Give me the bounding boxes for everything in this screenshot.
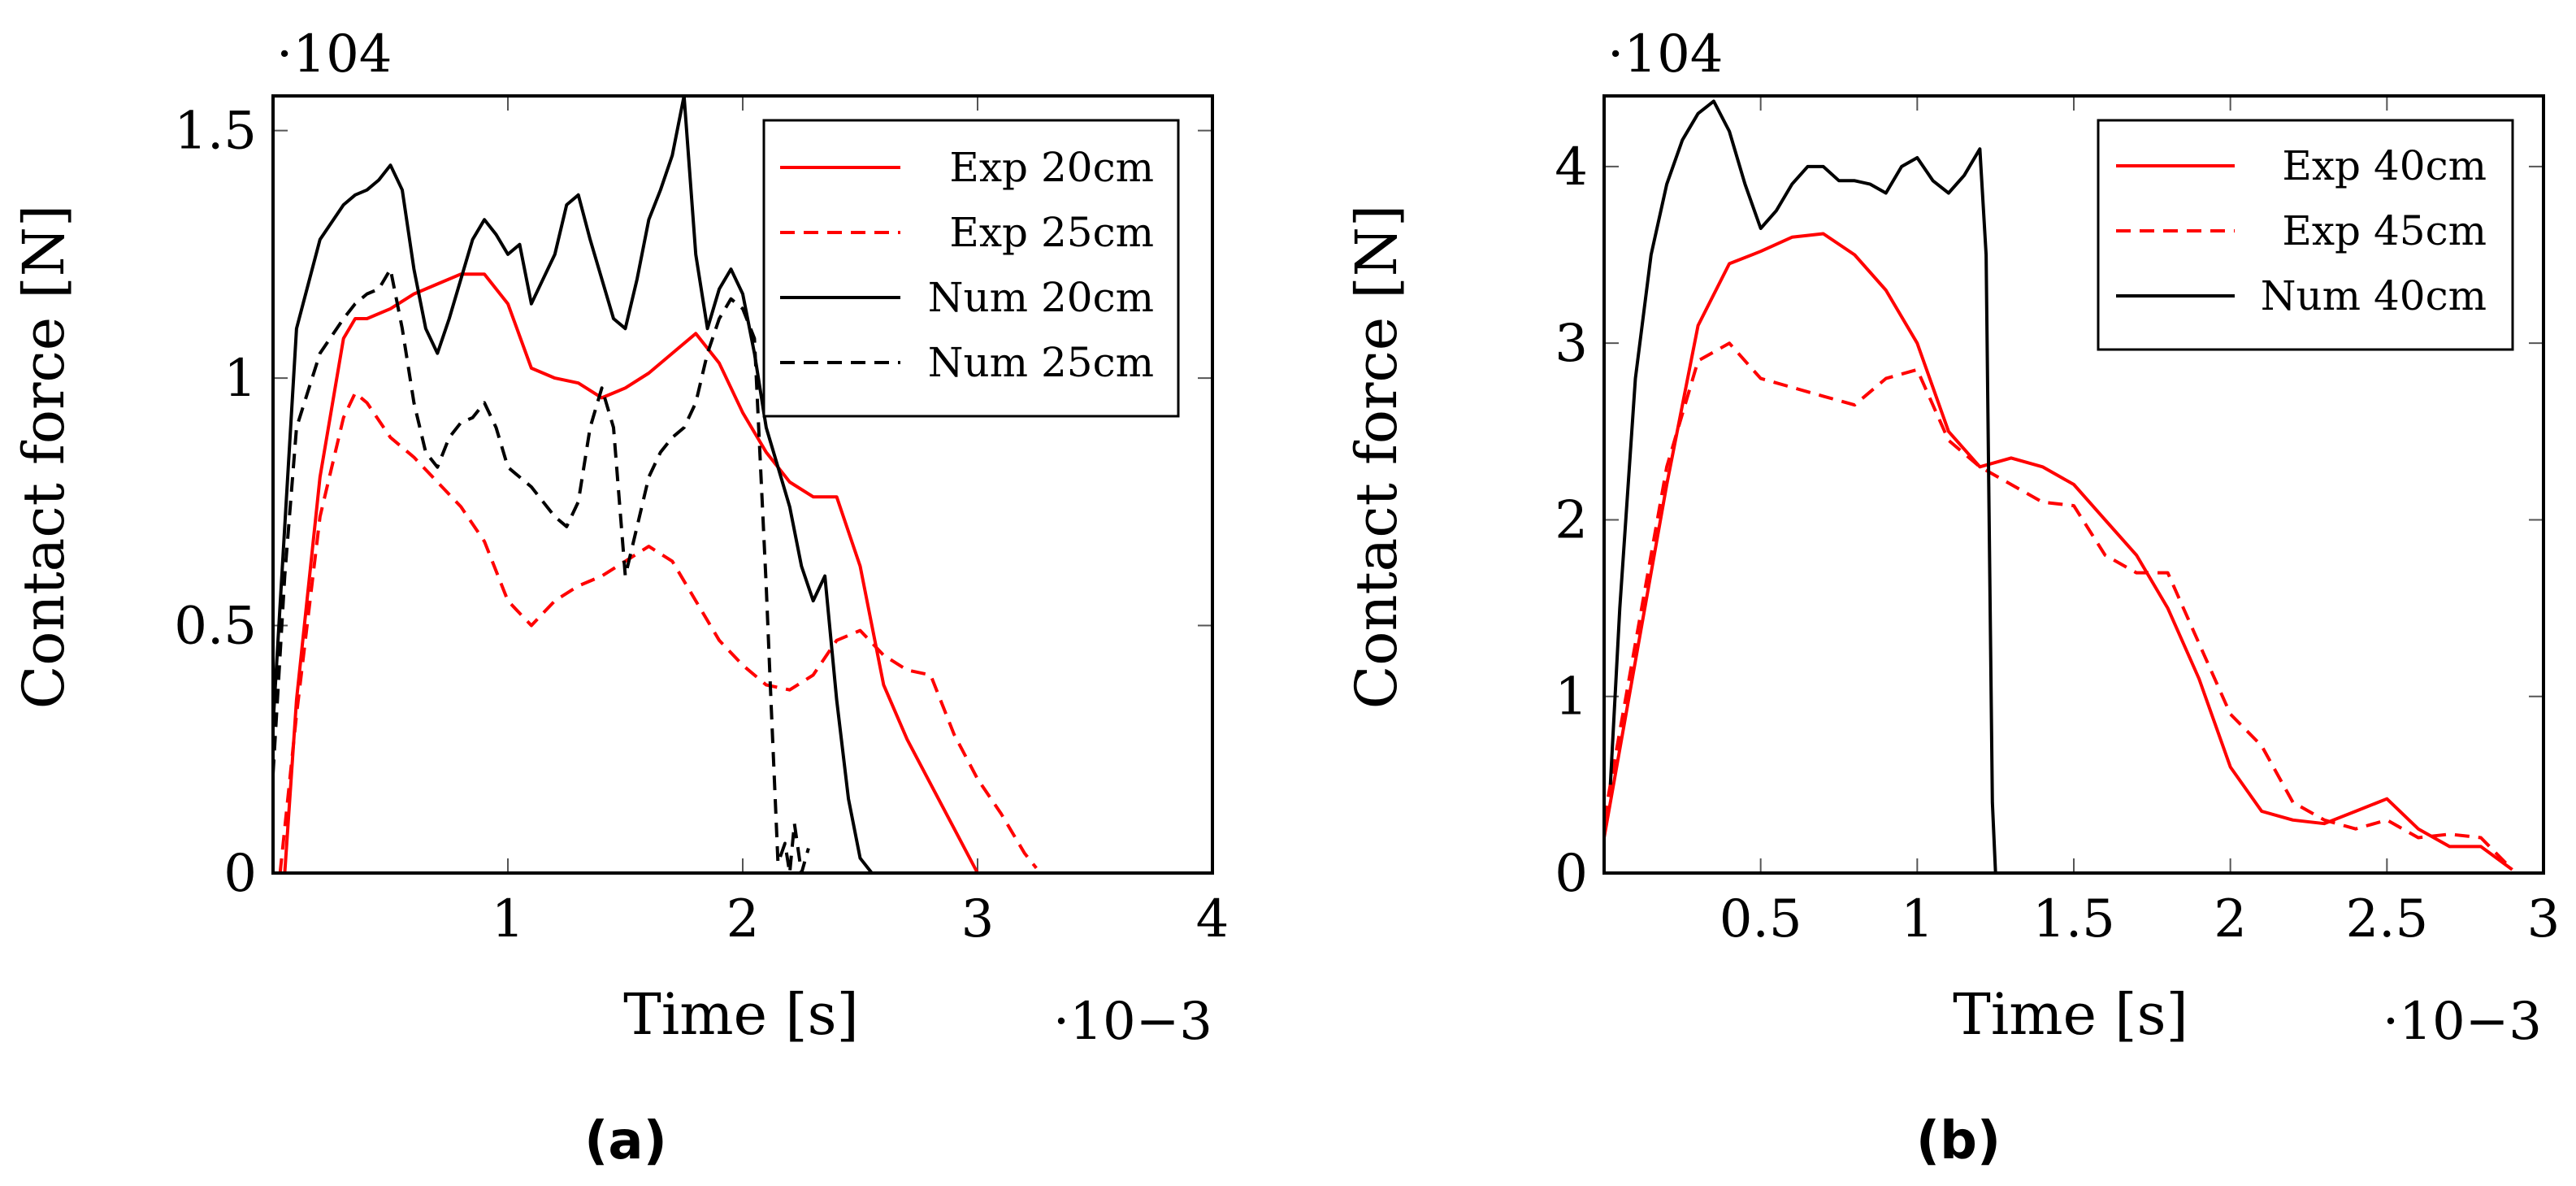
- panel-b-x-axis-label: Time [s]: [1953, 981, 2188, 1048]
- panel-b-legend-label: Exp 45cm: [2282, 207, 2487, 254]
- panel-a-series-exp-20cm: [283, 272, 979, 873]
- panel-b-series-num-40cm: [1608, 99, 1997, 873]
- panel-a-x-axis-label: Time [s]: [623, 981, 859, 1048]
- panel-b-x-tick-label: 0.5: [1720, 889, 1802, 949]
- panel-a-y-tick-label: 1.5: [174, 102, 257, 162]
- panel-b-y-tick-label: 3: [1555, 314, 1588, 374]
- panel-a-x-tick-label: 2: [726, 889, 760, 949]
- panel-b-y-axis-label: Contact force [N]: [1343, 205, 1410, 710]
- panel-b-y-tick-label: 2: [1555, 490, 1588, 550]
- panel-a-frame: [271, 94, 1214, 875]
- panel-b-y-tick-label: 4: [1555, 137, 1588, 198]
- panel-b-legend-label: Num 40cm: [2261, 272, 2487, 319]
- panel-a-legend-label: Exp 25cm: [949, 209, 1154, 256]
- panel-b-y-tick-label: 1: [1555, 667, 1588, 728]
- panel-a-x-tick-label: 4: [1196, 889, 1229, 949]
- panel-b-y-tick-label: 0: [1555, 844, 1588, 904]
- panel-b-label: (b): [1916, 1111, 2001, 1171]
- panel-b-legend: Exp 40cm Exp 45cm Num 40cm: [2097, 119, 2514, 351]
- panel-a-y-tick-label: 0.5: [174, 597, 257, 657]
- panel-b-chart: ·104 Contact force [N] Time [s] ·10−3 (b…: [1343, 24, 2560, 1171]
- panel-a-y-multiplier: ·104: [276, 24, 392, 85]
- panel-a-series-num-20cm: [273, 96, 874, 873]
- panel-b-legend-box: [2097, 119, 2514, 351]
- panel-a-legend-label: Num 25cm: [928, 339, 1154, 386]
- panel-a-y-tick-label: 1: [223, 349, 257, 409]
- panel-b-x-tick-label: 2.5: [2345, 889, 2428, 949]
- panel-a-legend-box: [762, 119, 1180, 418]
- panel-b-x-tick-label: 1: [1901, 889, 1934, 949]
- panel-a-plot-area: 1 2 3 4 0 0.5 1 1.5: [174, 96, 1229, 949]
- panel-b-series-exp-40cm: [1604, 232, 2513, 871]
- panel-b-x-tick-label: 3: [2527, 889, 2561, 949]
- panel-a-series-exp-25cm: [278, 391, 1038, 873]
- panel-b-series-exp-45cm: [1604, 341, 2513, 871]
- panel-a-x-tick-label: 3: [961, 889, 995, 949]
- panel-a-x-tick-label: 1: [492, 889, 525, 949]
- panel-a-chart: ·104 Contact force [N] Time [s] ·10−3 (a…: [11, 24, 1229, 1171]
- panel-a-y-axis-label: Contact force [N]: [11, 205, 77, 710]
- panel-b-x-multiplier: ·10−3: [2383, 992, 2542, 1052]
- panel-b-plot-area: 0.5 1 1.5 2 2.5 3 0 1 2 3 4: [1555, 96, 2560, 949]
- panel-b-legend-label: Exp 40cm: [2282, 142, 2487, 189]
- panel-b-x-tick-label: 2: [2214, 889, 2247, 949]
- panel-a-legend-label: Exp 20cm: [949, 144, 1154, 191]
- panel-b-y-multiplier: ·104: [1607, 24, 1724, 85]
- panel-a-y-tick-label: 0: [223, 844, 257, 904]
- panel-b-x-tick-label: 1.5: [2032, 889, 2115, 949]
- panel-a-series-num-25cm: [273, 267, 810, 873]
- panel-a-label: (a): [584, 1111, 667, 1171]
- panel-a-legend: Exp 20cm Exp 25cm Num 20cm Num 25cm: [762, 119, 1180, 418]
- panel-a-legend-label: Num 20cm: [928, 274, 1154, 321]
- panel-b-frame: [1602, 94, 2545, 875]
- panel-a-x-multiplier: ·10−3: [1053, 992, 1212, 1052]
